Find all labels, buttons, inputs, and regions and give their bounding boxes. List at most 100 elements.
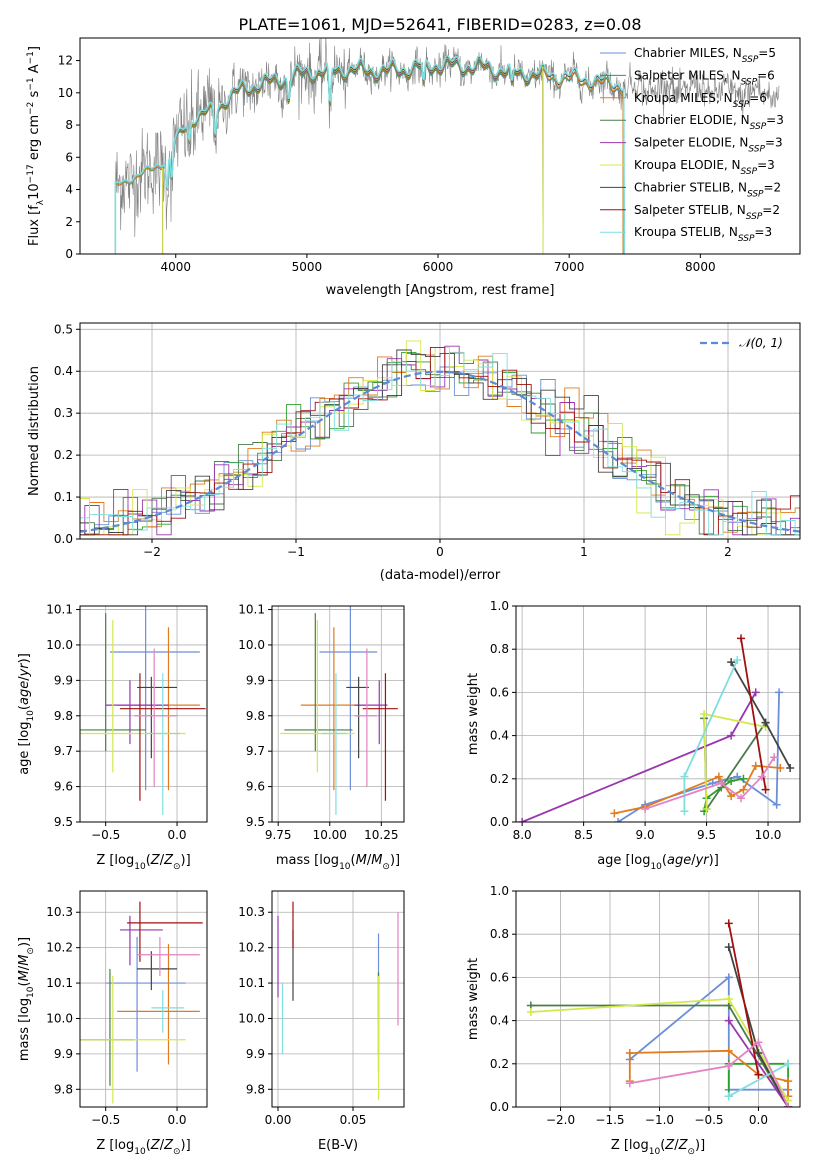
legend-text: Kroupa ELODIE, N	[634, 158, 741, 172]
label-part: /	[674, 1138, 679, 1153]
weight-marker	[786, 764, 795, 772]
legend-entry: Kroupa ELODIE, NSSP=3	[634, 158, 775, 177]
weight-marker	[751, 761, 760, 770]
x-tick-label: −0.5	[91, 1113, 120, 1127]
label-part: s	[27, 90, 42, 101]
y-tick-label: 0.8	[490, 642, 509, 656]
y-tick-label: 9.9	[54, 1047, 73, 1061]
legend-text: Chabrier ELODIE, N	[634, 113, 750, 127]
y-axis-label: mass [log10(M/M⊙)]	[17, 937, 36, 1061]
y-tick-label: 0.4	[490, 729, 509, 743]
y-tick-label: 9.6	[54, 780, 73, 794]
legend-entry: Chabrier STELIB, NSSP=2	[634, 180, 781, 199]
y-tick-label: 0.4	[490, 1014, 509, 1028]
x-tick-label: 0.0	[167, 1113, 186, 1127]
label-part: Z	[163, 1138, 174, 1153]
y-tick-label: 10.3	[238, 905, 265, 919]
y-tick-label: 9.8	[246, 709, 265, 723]
y-tick-label: 0.2	[490, 1057, 509, 1071]
label-part: age	[667, 853, 691, 868]
weight-marker	[714, 772, 723, 781]
label-part: 10	[134, 862, 146, 872]
label-part: mass [log	[17, 998, 32, 1061]
x-tick-label: 0.0	[749, 1113, 768, 1127]
x-tick-label: 5000	[292, 260, 323, 274]
legend-sub: SSP	[742, 55, 759, 65]
plot-area	[518, 634, 795, 822]
plot-age-vs-Z: −0.5 0.09.59.69.79.89.910.010.1Z [log10(Z…	[17, 603, 208, 872]
y-tick-label: 9.7	[246, 744, 265, 758]
x-tick-label: 0.0	[167, 828, 186, 842]
histogram-kroupa-elodie	[80, 340, 800, 536]
y-tick-label: 9.8	[54, 709, 73, 723]
label-part: M	[371, 853, 382, 868]
y-tick-label: 9.8	[246, 1082, 265, 1096]
y-tick-label: 0.5	[54, 322, 73, 336]
legend-text: Kroupa MILES, N	[634, 91, 733, 105]
legend-entry: Chabrier MILES, NSSP=5	[634, 46, 776, 65]
weight-marker	[739, 774, 748, 783]
y-tick-label: 10.0	[46, 1011, 73, 1025]
weight-marker	[625, 1079, 634, 1088]
weight-marker	[772, 800, 781, 809]
weight-marker	[776, 764, 785, 772]
label-part: )]	[181, 853, 191, 868]
y-tick-label: 1.0	[490, 884, 509, 898]
x-tick-label: 10.25	[364, 828, 398, 842]
model-spectrum-kroupa-stelib	[114, 54, 626, 254]
y-tick-label: 0.0	[490, 1100, 509, 1114]
legend-tail: =2	[764, 180, 782, 194]
weight-marker	[736, 794, 745, 803]
y-tick-label: 10.2	[46, 941, 73, 955]
y-tick-label: 0.0	[490, 815, 509, 829]
y-tick-label: 9.8	[54, 1082, 73, 1096]
plots-container: 4000 5000 6000 7000 8000024681012wavelength …	[17, 37, 801, 1157]
label-part: erg cm	[27, 115, 42, 164]
legend-text: Salpeter MILES, N	[634, 68, 741, 82]
x-tick-label: 6000	[423, 260, 454, 274]
label-part: /	[160, 853, 165, 868]
label-part: −1	[26, 51, 36, 64]
label-part: ⊙	[173, 1147, 181, 1157]
x-axis-label: Z [log10(Z/Z⊙)]	[611, 1138, 705, 1157]
legend-entry: 𝒩(0, 1)	[739, 336, 783, 350]
weight-series	[629, 1040, 789, 1107]
weight-marker	[775, 688, 784, 697]
label-part: 10	[649, 1147, 661, 1157]
x-axis-label: Z [log10(Z/Z⊙)]	[96, 1138, 190, 1157]
y-tick-label: 4	[65, 183, 73, 197]
weight-marker	[614, 818, 623, 822]
y-tick-label: 1.0	[490, 599, 509, 613]
weight-marker	[724, 943, 733, 952]
weight-marker	[724, 1061, 733, 1070]
model-spectrum-kroupa-elodie	[162, 57, 544, 254]
weight-marker	[518, 818, 527, 822]
label-part: −17	[26, 164, 36, 183]
plot-area	[80, 340, 800, 536]
weight-marker	[754, 1038, 763, 1047]
axes-frame	[515, 890, 801, 1108]
legend-text: Chabrier STELIB, N	[634, 180, 747, 194]
x-tick-label: −2	[143, 545, 161, 559]
y-tick-label: 0.2	[54, 448, 73, 462]
plot-residuals: −2 −1 0 1 2 0.0 0.1 0.2 0.3 0.4 0.5 (data-model)/er…	[27, 322, 801, 583]
y-tick-label: 0.8	[490, 927, 509, 941]
axes-frame	[271, 605, 405, 823]
weight-marker	[702, 805, 711, 814]
y-tick-label: 10.0	[238, 638, 265, 652]
legend-sub: SSP	[746, 212, 763, 222]
x-tick-label: 0	[436, 545, 444, 559]
weight-series	[629, 975, 789, 1091]
y-tick-label: 9.9	[246, 673, 265, 687]
weight-marker	[724, 995, 733, 1003]
weight-marker	[736, 634, 745, 643]
label-part: (	[17, 705, 32, 710]
figure-title: PLATE=1061, MJD=52641, FIBERID=0283, z=0…	[238, 15, 641, 34]
label-part: Z	[678, 1138, 689, 1153]
label-part: −2	[26, 102, 36, 115]
label-part: /	[367, 853, 372, 868]
label-part: Z	[664, 1138, 675, 1153]
label-part: age [log	[597, 853, 650, 868]
y-tick-label: 0.0	[54, 532, 73, 546]
label-part: Z [log	[96, 1138, 134, 1153]
